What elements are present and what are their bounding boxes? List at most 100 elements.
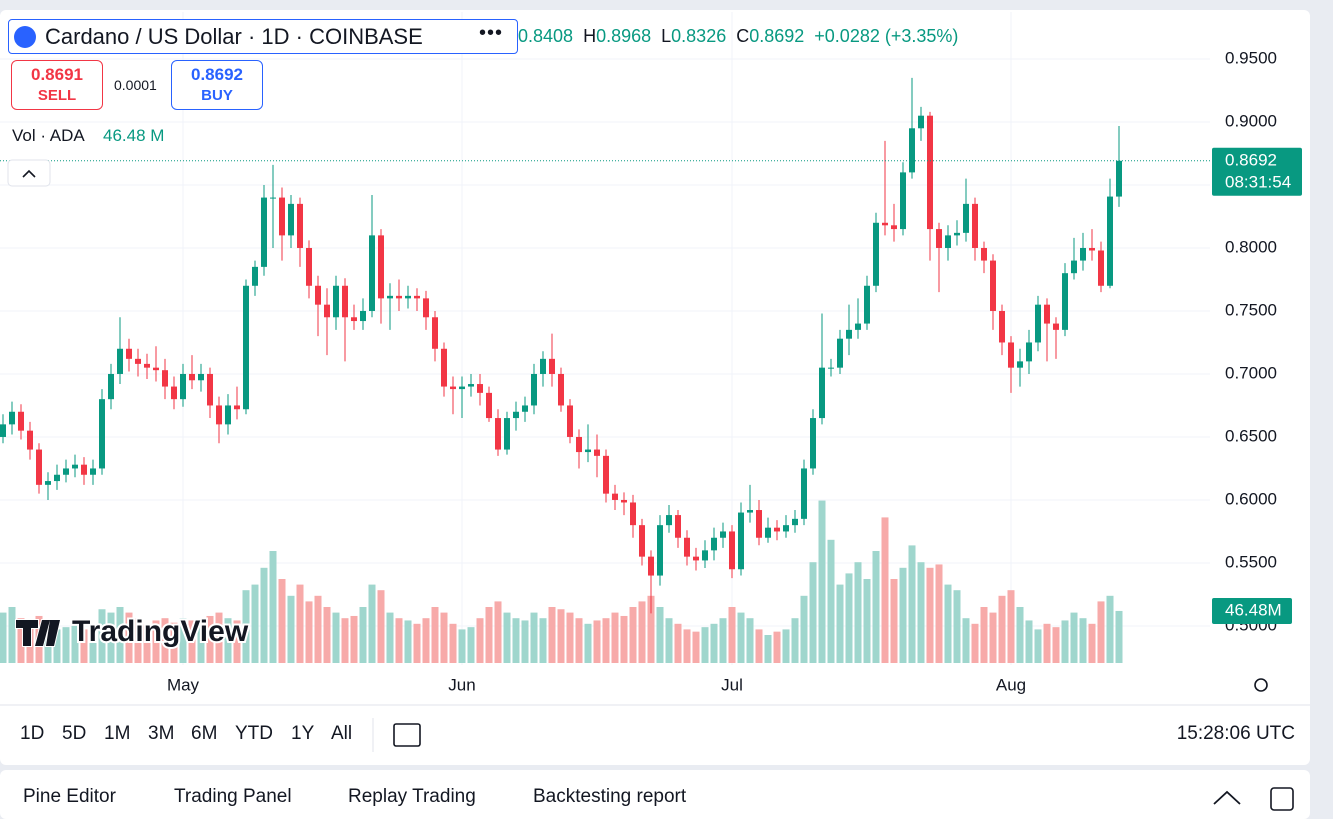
volume-bar [8,607,16,663]
timeframe-button[interactable]: 6M [191,723,218,744]
candle-body [612,493,618,500]
volume-bar [620,615,628,663]
timeframe-button[interactable]: 1D [20,723,45,744]
volume-bar [485,607,493,663]
candle-body [45,481,51,485]
candle-body [1035,304,1041,343]
collapse-icon[interactable] [1213,790,1241,805]
timeframe-button[interactable]: YTD [235,723,273,744]
candle-body [765,527,771,538]
y-tick-label: 0.9500 [1225,48,1277,67]
ohlc-value: 0.8326 [671,26,727,46]
more-icon[interactable]: ••• [479,22,504,44]
candle-body [1044,304,1050,324]
volume-bar [1052,627,1060,663]
candle-body [207,373,213,406]
volume-bar [764,635,772,663]
candle-body [153,367,159,371]
volume-bar [917,562,925,663]
sell-price: 0.8691 [31,65,83,84]
candle-body [90,468,96,475]
candle-body [459,386,465,390]
candle-body [909,128,915,173]
timeframe-button[interactable]: 3M [148,723,175,744]
volume-bar [305,601,313,663]
volume-bar [710,623,718,663]
volume-bar [1034,629,1042,663]
volume-bar [431,607,439,663]
volume-bar [629,607,637,663]
symbol-box[interactable]: Cardano / US Dollar · 1D · COINBASE ••• [8,19,518,54]
volume-bar [278,579,286,663]
volume-bar [908,545,916,663]
timeframe-button[interactable]: 1M [104,723,131,744]
timeframe-button[interactable]: All [331,723,353,744]
volume-bar [440,612,448,663]
volume-bar [836,584,844,663]
volume-bar [944,584,952,663]
buy-button[interactable]: 0.8692 BUY [171,60,263,110]
symbol-icon [14,26,36,48]
candle-body [54,474,60,482]
candle-body [36,449,42,485]
candle-body [9,411,15,425]
candle-body [747,510,753,513]
candle-body [81,464,87,475]
volume-bar [404,620,412,663]
candle-body [585,449,591,453]
candle-body [828,367,834,369]
candle-body [99,399,105,469]
goto-date-icon[interactable] [393,723,421,747]
settings-icon[interactable] [1254,678,1268,692]
ohlc-change: +0.0282 (+3.35%) [814,26,959,46]
volume-bar [458,629,466,663]
candle-body [855,323,861,330]
volume-bar [1079,618,1087,663]
volume-bar [188,620,196,663]
volume-bar [863,579,871,663]
panel-tab[interactable]: Pine Editor [23,786,116,807]
volume-bar [152,620,160,663]
candle-body [963,203,969,233]
timeframe-button[interactable]: 1Y [291,723,315,744]
panel-tab[interactable]: Backtesting report [533,786,687,807]
candle-body [117,348,123,374]
last-volume-box [1212,597,1292,624]
timeframe-button[interactable]: 5D [62,723,87,744]
volume-bar [683,629,691,663]
candle-body [198,373,204,381]
volume-bar [539,618,547,663]
candle-body [162,370,168,387]
volume-legend-label: Vol · ADA [12,126,85,145]
volume-bar [791,618,799,663]
candle-body [369,235,375,311]
volume-bar [548,607,556,663]
candle-body [873,222,879,286]
maximize-icon[interactable] [1270,787,1294,811]
volume-bar [53,629,61,663]
volume-bar [782,629,790,663]
collapse-legend-button[interactable] [7,159,51,187]
panel-tab[interactable]: Replay Trading [348,786,476,807]
volume-bar [170,622,178,663]
volume-bar [422,618,430,663]
sell-button[interactable]: 0.8691 SELL [11,60,103,110]
volume-bar [251,584,259,663]
y-tick-label: 0.7000 [1225,363,1277,382]
volume-bar [773,631,781,663]
panel-tab[interactable]: Trading Panel [174,786,292,807]
volume-bar [494,601,502,663]
x-tick-label: Jun [448,675,475,694]
volume-bar [269,551,277,663]
volume-bar [332,612,340,663]
volume-bar [287,595,295,663]
candle-body [1026,342,1032,362]
candle-body [234,405,240,410]
candle-body [936,229,942,248]
x-tick-label: Aug [996,675,1026,694]
volume-bar [638,601,646,663]
volume-bar [80,629,88,663]
candle-body [603,455,609,494]
candle-body [27,430,33,450]
volume-bar [359,607,367,663]
